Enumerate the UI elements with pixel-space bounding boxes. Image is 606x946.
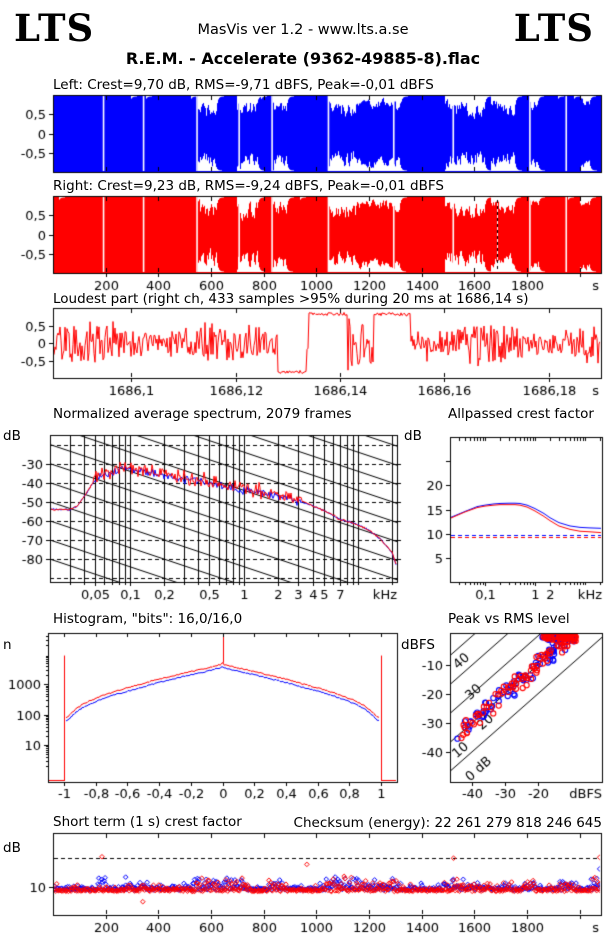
spectrum-title: Normalized average spectrum, 2079 frames xyxy=(53,406,352,422)
peak-rms-title: Peak vs RMS level xyxy=(448,611,570,627)
spectrum-ylabel: dB xyxy=(3,428,21,444)
checksum-text: Checksum (energy): 22 261 279 818 246 64… xyxy=(293,815,602,831)
app-version-text: MasVis ver 1.2 - www.lts.a.se xyxy=(197,22,409,38)
lts-logo-right: LTS xyxy=(513,6,594,50)
short-term-ylabel: dB xyxy=(3,840,21,856)
histogram-ylabel: n xyxy=(3,637,12,653)
histogram-title: Histogram, "bits": 16,0/16,0 xyxy=(53,611,243,627)
allpassed-ylabel: dB xyxy=(404,428,422,444)
lts-logo-left: LTS xyxy=(14,6,95,50)
peak-rms-ylabel: dBFS xyxy=(401,637,435,653)
short-term-title: Short term (1 s) crest factor xyxy=(53,814,242,830)
right-wave-title: Right: Crest=9,23 dB, RMS=-9,24 dBFS, Pe… xyxy=(53,178,444,194)
left-wave-title: Left: Crest=9,70 dB, RMS=-9,71 dBFS, Pea… xyxy=(53,77,434,93)
allpassed-title: Allpassed crest factor xyxy=(448,406,594,422)
page-title: R.E.M. - Accelerate (9362-49885-8).flac xyxy=(125,49,481,68)
loudest-part-title: Loudest part (right ch, 433 samples >95%… xyxy=(53,291,529,307)
